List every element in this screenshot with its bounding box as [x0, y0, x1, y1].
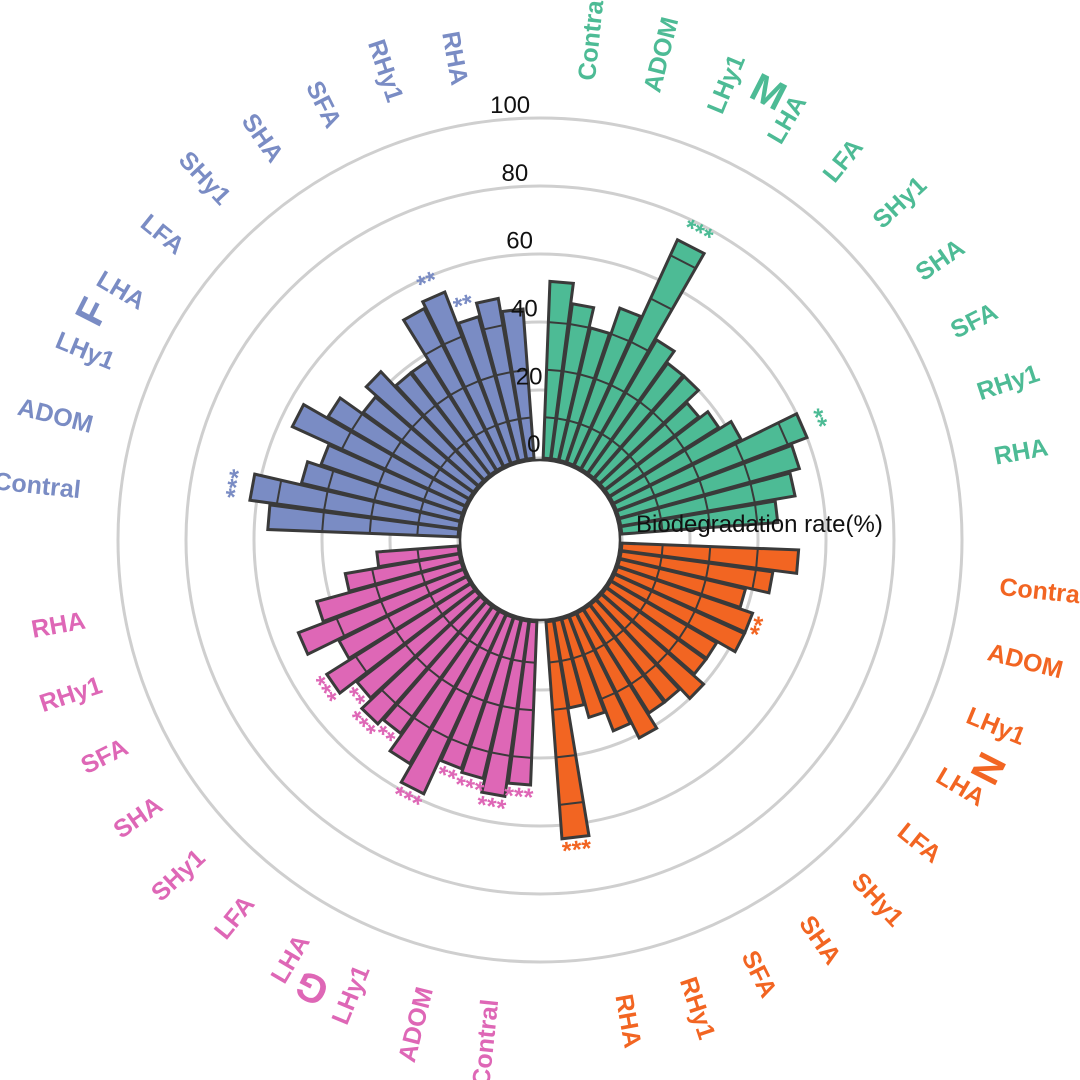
category-label-N-7: SHA [793, 911, 846, 970]
category-label-F-1: Contral [0, 467, 82, 504]
category-label-M-5: LFA [817, 134, 868, 188]
category-label-M-10: RHA [992, 433, 1050, 470]
bar-segment [518, 709, 533, 710]
bar-segment [520, 418, 531, 419]
category-label-G-10: RHA [29, 607, 87, 644]
category-label-G-5: LFA [209, 890, 260, 944]
category-label-N-6: SHy1 [846, 867, 909, 932]
radial-gridlines [118, 118, 962, 962]
category-label-M-9: RHy1 [974, 359, 1044, 406]
category-label-N-2: ADOM [985, 638, 1066, 684]
bar-segment [418, 549, 419, 560]
category-label-M-7: SHA [911, 234, 970, 287]
tick-label-40: 40 [511, 296, 538, 323]
category-label-F-9: RHy1 [362, 36, 409, 106]
radial-biodegradation-chart: ****************************************… [0, 0, 1080, 1080]
bar-segment [709, 547, 710, 562]
category-label-F-7: SHA [236, 108, 289, 167]
significance-N-4: ** [744, 613, 777, 642]
bar-segment [549, 661, 560, 662]
tick-label-80: 80 [502, 160, 529, 187]
bar-segment [545, 417, 556, 418]
tick-label-100: 100 [490, 92, 530, 119]
category-label-M-3: LHy1 [702, 50, 751, 117]
tick-label-0: 0 [527, 431, 540, 458]
category-label-M-2: ADOM [638, 14, 684, 95]
significance-N-15: *** [561, 834, 594, 865]
bar-segment [662, 545, 663, 556]
category-label-N-8: SFA [736, 946, 783, 1002]
category-label-M-8: SFA [946, 298, 1002, 345]
category-label-G-8: SFA [77, 733, 133, 780]
inner-circle [460, 460, 620, 620]
category-label-N-5: LFA [892, 817, 946, 868]
category-label-G-2: ADOM [393, 984, 439, 1065]
category-label-F-2: ADOM [15, 393, 96, 439]
category-label-N-3: LHy1 [962, 702, 1029, 751]
category-label-N-10: RHA [609, 992, 646, 1050]
radial-axis-title: Biodegradation rate(%) [636, 511, 883, 538]
category-label-N-1: Contral [998, 573, 1080, 610]
category-label-G-1: Contral [467, 998, 504, 1080]
category-label-F-8: SFA [300, 77, 347, 133]
category-label-G-6: SHy1 [146, 844, 211, 907]
category-label-M-1: Contral [573, 0, 610, 82]
category-label-G-7: SHA [108, 791, 167, 844]
category-label-G-3: LHy1 [326, 961, 375, 1028]
bar-segment [524, 662, 535, 663]
tick-label-60: 60 [506, 228, 533, 255]
category-label-F-6: SHy1 [173, 146, 236, 211]
bar-segment [370, 518, 371, 533]
bar-segment [547, 370, 562, 371]
category-label-F-3: LHy1 [52, 326, 119, 375]
category-label-G-9: RHy1 [36, 671, 106, 718]
significance-F-2: *** [220, 467, 253, 501]
category-label-F-10: RHA [436, 29, 473, 87]
category-label-F-5: LFA [135, 209, 189, 260]
category-label-M-6: SHy1 [867, 171, 932, 234]
tick-label-20: 20 [516, 363, 543, 390]
category-label-N-9: RHy1 [674, 974, 721, 1044]
bar-segment [417, 524, 418, 535]
